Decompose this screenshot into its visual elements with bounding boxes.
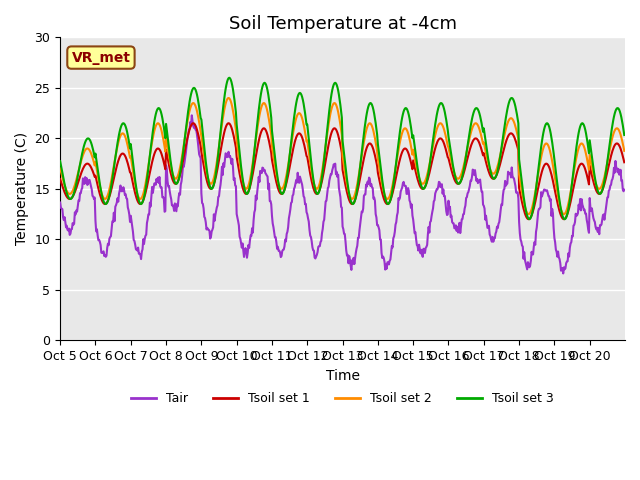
Text: VR_met: VR_met — [72, 50, 131, 65]
Y-axis label: Temperature (C): Temperature (C) — [15, 132, 29, 245]
X-axis label: Time: Time — [326, 369, 360, 383]
Legend: Tair, Tsoil set 1, Tsoil set 2, Tsoil set 3: Tair, Tsoil set 1, Tsoil set 2, Tsoil se… — [127, 387, 559, 410]
Title: Soil Temperature at -4cm: Soil Temperature at -4cm — [228, 15, 456, 33]
